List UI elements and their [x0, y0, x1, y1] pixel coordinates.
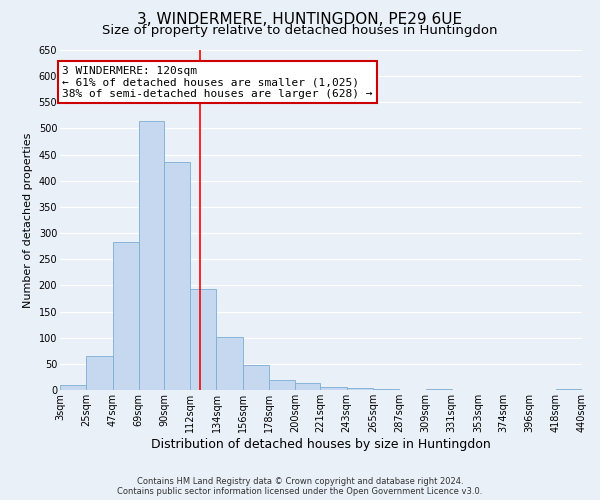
- Bar: [347, 388, 373, 390]
- Bar: [86, 356, 113, 390]
- Bar: [113, 242, 139, 390]
- Text: 3 WINDERMERE: 120sqm
← 61% of detached houses are smaller (1,025)
38% of semi-de: 3 WINDERMERE: 120sqm ← 61% of detached h…: [62, 66, 373, 99]
- Bar: [190, 289, 217, 390]
- Bar: [556, 389, 582, 390]
- Text: Contains HM Land Registry data © Crown copyright and database right 2024.
Contai: Contains HM Land Registry data © Crown c…: [118, 476, 482, 496]
- Bar: [243, 366, 269, 390]
- Bar: [320, 388, 347, 390]
- Bar: [295, 383, 320, 390]
- Text: 3, WINDERMERE, HUNTINGDON, PE29 6UE: 3, WINDERMERE, HUNTINGDON, PE29 6UE: [137, 12, 463, 28]
- Bar: [217, 336, 243, 390]
- X-axis label: Distribution of detached houses by size in Huntingdon: Distribution of detached houses by size …: [151, 438, 491, 450]
- Text: Size of property relative to detached houses in Huntingdon: Size of property relative to detached ho…: [102, 24, 498, 37]
- Bar: [60, 385, 86, 390]
- Bar: [164, 162, 190, 390]
- Bar: [269, 380, 295, 390]
- Bar: [139, 120, 164, 390]
- Y-axis label: Number of detached properties: Number of detached properties: [23, 132, 33, 308]
